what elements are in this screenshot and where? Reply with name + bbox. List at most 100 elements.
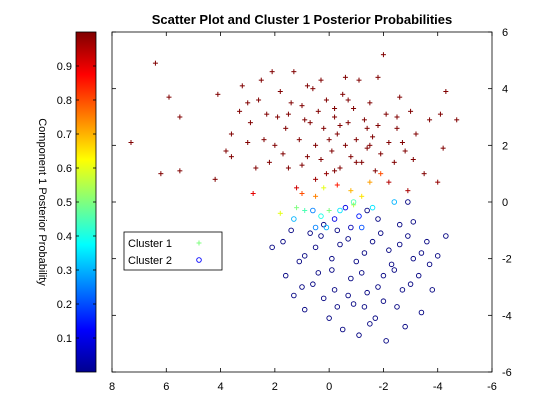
data-point-cluster-1 — [353, 137, 359, 143]
legend-box — [123, 231, 223, 271]
data-point-cluster-1 — [413, 131, 419, 137]
data-point-cluster-1 — [351, 106, 357, 111]
data-point-cluster-2 — [310, 281, 316, 287]
colorbar-tick-label: 0.4 — [57, 231, 72, 243]
data-point-cluster-1 — [332, 168, 338, 174]
colorbar-tick-label: 0.7 — [57, 129, 72, 141]
data-point-cluster-2 — [345, 236, 351, 242]
data-point-cluster-1 — [318, 157, 324, 162]
data-point-cluster-1 — [261, 137, 267, 143]
data-point-cluster-2 — [312, 244, 319, 251]
data-point-cluster-1 — [272, 142, 278, 148]
data-point-cluster-2 — [434, 253, 441, 259]
legend-entry-cluster-2: Cluster 2 — [128, 255, 202, 267]
data-point-cluster-1 — [329, 148, 335, 154]
data-point-cluster-1 — [177, 168, 183, 174]
data-point-cluster-1 — [277, 89, 283, 94]
data-point-cluster-1 — [283, 125, 289, 131]
data-point-cluster-2 — [301, 253, 308, 259]
y-tick-label: -4 — [502, 310, 512, 322]
data-point-cluster-2 — [418, 309, 425, 316]
data-point-cluster-2 — [372, 315, 379, 321]
data-point-cluster-2 — [350, 301, 357, 307]
legend-label-cluster-1: Cluster 1 — [128, 238, 172, 250]
data-point-cluster-1 — [399, 140, 405, 145]
data-point-cluster-1 — [443, 89, 449, 94]
data-point-cluster-2 — [299, 284, 305, 290]
data-point-cluster-1 — [351, 202, 357, 208]
data-point-cluster-2 — [291, 216, 297, 222]
data-point-cluster-2 — [282, 272, 289, 279]
data-point-cluster-2 — [318, 213, 324, 219]
data-point-cluster-2 — [353, 258, 360, 265]
legend: Cluster 1 Cluster 2 — [123, 231, 223, 271]
data-point-cluster-1 — [386, 140, 392, 145]
legend-circle-marker — [196, 257, 202, 263]
colorbar-tick-label: 0.2 — [57, 299, 72, 311]
data-point-cluster-1 — [394, 114, 400, 120]
data-points — [128, 52, 460, 344]
data-point-cluster-1 — [177, 114, 183, 120]
data-point-cluster-2 — [348, 275, 354, 282]
plot-axes: 8 6 4 2 0 -2 -4 -6 6 4 2 0 -2 -4 -6 — [109, 27, 512, 393]
data-point-cluster-2 — [337, 241, 343, 248]
data-point-cluster-2 — [396, 221, 403, 228]
data-point-cluster-1 — [353, 159, 359, 165]
data-point-cluster-1 — [370, 134, 376, 140]
data-point-cluster-1 — [215, 91, 221, 97]
data-point-cluster-2 — [356, 213, 362, 219]
data-point-cluster-2 — [394, 304, 400, 310]
data-point-cluster-1 — [348, 188, 354, 194]
data-point-cluster-1 — [454, 117, 460, 123]
data-point-cluster-1 — [397, 94, 403, 100]
data-point-cluster-1 — [410, 157, 416, 162]
data-point-cluster-2 — [350, 199, 357, 205]
chart-title: Scatter Plot and Cluster 1 Posterior Pro… — [152, 12, 453, 27]
data-point-cluster-1 — [285, 111, 291, 117]
data-point-cluster-1 — [326, 208, 332, 213]
x-tick-label: -6 — [487, 381, 497, 393]
data-point-cluster-1 — [245, 140, 251, 145]
data-point-cluster-2 — [361, 250, 368, 256]
data-point-cluster-1 — [315, 108, 321, 114]
data-point-cluster-1 — [313, 176, 319, 182]
data-point-cluster-1 — [372, 168, 378, 174]
x-tick-label: 4 — [218, 381, 224, 393]
data-point-cluster-2 — [396, 241, 403, 248]
data-point-cluster-1 — [228, 154, 234, 160]
data-point-cluster-1 — [435, 179, 441, 185]
data-point-cluster-2 — [345, 292, 351, 299]
legend-entry-cluster-1: Cluster 1 — [128, 238, 202, 250]
data-point-cluster-2 — [280, 238, 286, 245]
data-point-cluster-1 — [239, 83, 245, 89]
colorbar-tick-label: 0.5 — [57, 197, 72, 209]
data-point-cluster-1 — [361, 117, 367, 123]
data-point-cluster-2 — [312, 224, 319, 231]
data-point-cluster-2 — [331, 216, 338, 222]
data-point-cluster-1 — [302, 117, 308, 123]
data-point-cluster-1 — [250, 191, 256, 196]
data-point-cluster-1 — [364, 145, 370, 151]
data-point-cluster-2 — [443, 233, 449, 239]
data-point-cluster-2 — [329, 267, 335, 273]
data-point-cluster-1 — [304, 154, 310, 160]
data-point-cluster-1 — [364, 125, 370, 131]
y-tick-label: -6 — [502, 367, 512, 379]
data-point-cluster-2 — [402, 323, 408, 330]
data-point-cluster-2 — [391, 267, 398, 273]
data-point-cluster-2 — [358, 224, 365, 231]
colorbar-tick-label: 0.6 — [57, 163, 72, 175]
data-point-cluster-2 — [356, 332, 362, 338]
data-point-cluster-1 — [313, 193, 319, 199]
data-point-cluster-2 — [323, 224, 330, 231]
data-point-cluster-1 — [294, 205, 300, 211]
data-point-cluster-1 — [323, 97, 329, 103]
data-point-cluster-2 — [364, 289, 370, 296]
data-point-cluster-2 — [386, 247, 392, 253]
data-point-cluster-2 — [426, 261, 433, 268]
x-axis-ticks: 8 6 4 2 0 -2 -4 -6 — [109, 32, 497, 393]
data-point-cluster-1 — [421, 171, 427, 177]
data-point-cluster-2 — [307, 230, 313, 236]
legend-marker-cluster-1 — [196, 240, 202, 246]
x-tick-label: 0 — [326, 381, 332, 393]
